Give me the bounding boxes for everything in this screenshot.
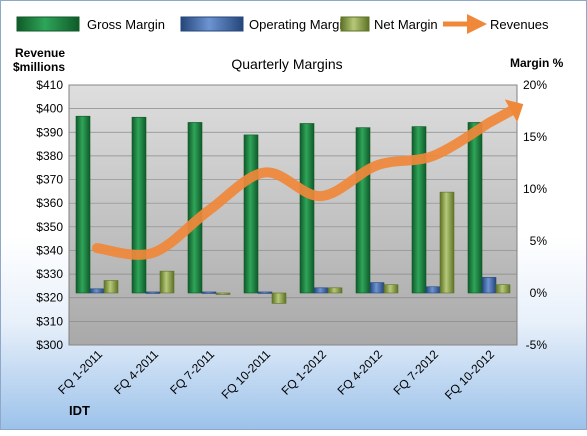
bar-operating-margin	[369, 282, 385, 294]
legend-label-net-margin: Net Margin	[374, 17, 438, 32]
right-tick-label: 5%	[530, 234, 548, 248]
left-tick-label: $410	[36, 78, 63, 92]
legend-label-gross-margin: Gross Margin	[87, 17, 165, 32]
legend-label-revenues: Revenues	[490, 17, 549, 32]
bar-gross-margin	[187, 122, 203, 294]
bar-operating-margin	[481, 277, 497, 294]
bar-gross-margin	[131, 116, 147, 294]
legend-item-operating-margin[interactable]: Operating Margin	[180, 16, 349, 32]
bar-gross-margin	[467, 122, 483, 294]
revenue-line-series	[92, 99, 524, 260]
bar-gross-margin	[355, 127, 371, 294]
right-tick-label: 0%	[530, 286, 548, 300]
legend-swatch-gross-margin	[16, 16, 80, 32]
left-tick-label: $390	[36, 125, 63, 139]
left-tick-label: $400	[36, 102, 63, 116]
bar-net-margin	[215, 292, 231, 295]
right-tick-label: -5%	[526, 338, 548, 352]
x-axis-ticks: FQ 1-2011 FQ 4-2011 FQ 7-2011 FQ 10-2011 FQ …	[55, 347, 497, 402]
bar-net-margin	[159, 270, 175, 294]
x-tick-label: FQ 10-2011	[219, 347, 274, 402]
x-tick-label: FQ 7-2011	[167, 347, 217, 397]
chart-title: Quarterly Margins	[231, 56, 342, 72]
right-axis-ticks: -5% 0% 5% 10% 15% 20%	[523, 78, 547, 352]
legend-label-operating-margin: Operating Margin	[249, 17, 349, 32]
left-tick-label: $370	[36, 173, 63, 187]
legend: Gross Margin Operating Margin Net Margin…	[16, 14, 549, 34]
bar-net-margin	[271, 292, 287, 304]
left-tick-label: $350	[36, 220, 63, 234]
bar-net-margin	[439, 191, 455, 294]
right-tick-label: 20%	[523, 78, 547, 92]
left-axis-ticks: $300 $310 $320 $330 $340 $350 $360 $370 $380 $390…	[36, 78, 63, 352]
left-tick-label: $330	[36, 267, 63, 281]
right-tick-label: 15%	[523, 130, 547, 144]
bar-net-margin	[383, 284, 399, 294]
bar-gross-margin	[299, 123, 315, 294]
legend-item-gross-margin[interactable]: Gross Margin	[16, 16, 165, 32]
bar-operating-margin	[257, 291, 273, 294]
revenue-line	[92, 105, 516, 260]
x-tick-label: FQ 1-2012	[279, 347, 330, 398]
footer-label: IDT	[69, 403, 90, 418]
x-tick-label: FQ 1-2011	[55, 347, 105, 397]
x-tick-label: FQ 4-2012	[335, 347, 386, 398]
left-axis-title-line1: Revenue	[15, 46, 65, 60]
revenue-arrowhead	[504, 99, 524, 123]
bar-gross-margin	[411, 126, 427, 294]
bar-gross-margin	[243, 134, 259, 294]
bar-series	[75, 115, 511, 304]
bar-operating-margin	[425, 286, 441, 294]
left-tick-label: $380	[36, 149, 63, 163]
legend-swatch-operating-margin	[180, 16, 244, 32]
bar-operating-margin	[201, 291, 217, 294]
bar-gross-margin	[75, 115, 91, 294]
bar-operating-margin	[89, 288, 105, 294]
legend-swatch-net-margin	[340, 16, 370, 32]
bar-net-margin	[103, 280, 119, 294]
left-tick-label: $320	[36, 291, 63, 305]
bar-operating-margin	[313, 287, 329, 294]
left-tick-label: $310	[36, 314, 63, 328]
left-tick-label: $340	[36, 243, 63, 257]
x-tick-label: FQ 7-2012	[391, 347, 442, 398]
right-axis-title: Margin %	[510, 56, 564, 70]
legend-item-revenues[interactable]: Revenues	[443, 14, 549, 34]
x-tick-label: FQ 4-2011	[111, 347, 161, 397]
left-tick-label: $300	[36, 338, 63, 352]
legend-item-net-margin[interactable]: Net Margin	[340, 16, 438, 32]
left-tick-label: $360	[36, 196, 63, 210]
left-axis-title-line2: $millions	[13, 60, 65, 74]
bar-net-margin	[327, 287, 343, 294]
bar-operating-margin	[145, 291, 161, 294]
x-tick-label: FQ 10-2012	[442, 347, 497, 402]
bar-net-margin	[495, 284, 511, 294]
right-tick-label: 10%	[523, 182, 547, 196]
